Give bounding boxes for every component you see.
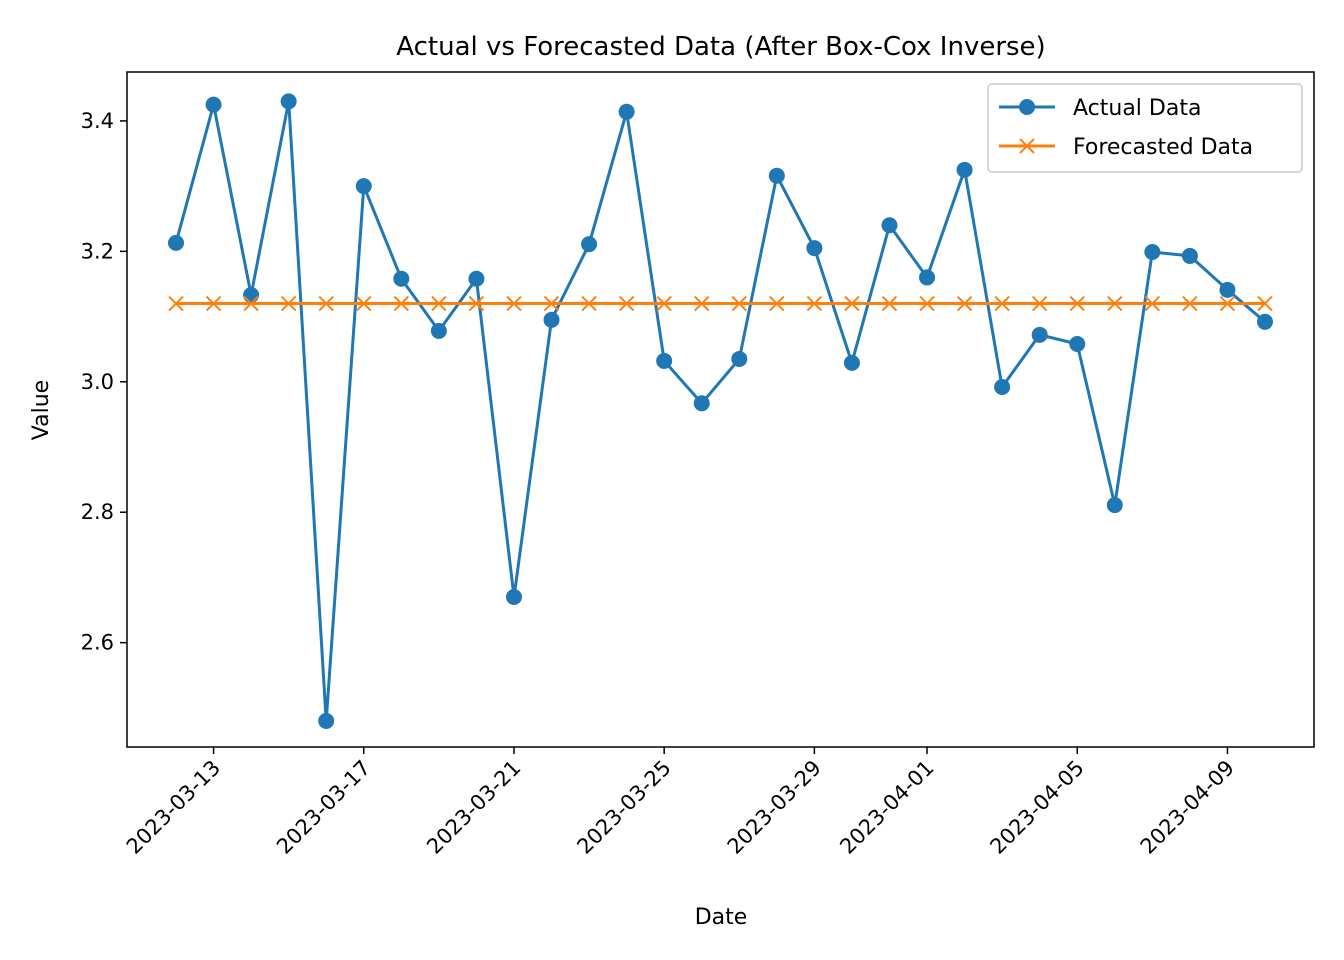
chart-title: Actual vs Forecasted Data (After Box-Cox… xyxy=(396,32,1045,62)
data-point xyxy=(1144,295,1161,312)
data-point xyxy=(543,295,560,312)
data-point xyxy=(280,93,297,110)
x-tick-label: 2023-04-01 xyxy=(835,756,938,859)
data-point xyxy=(919,269,936,286)
data-point xyxy=(806,295,823,312)
data-point xyxy=(881,217,898,234)
y-tick-label: 2.6 xyxy=(81,631,114,655)
data-point xyxy=(919,295,935,312)
data-point xyxy=(1069,295,1085,312)
plot-area xyxy=(126,71,1315,748)
data-point xyxy=(1031,326,1048,343)
legend-item: Actual Data xyxy=(999,96,1201,121)
data-point xyxy=(731,295,747,312)
data-point xyxy=(581,295,597,312)
legend-label: Forecasted Data xyxy=(1073,135,1253,160)
x-axis: 2023-03-13 2023-03-17 2023-03-21 2023-03-25… xyxy=(122,747,1239,859)
data-point xyxy=(994,295,1010,312)
data-point xyxy=(618,103,635,120)
x-axis-label: Date xyxy=(695,905,748,930)
data-point xyxy=(205,96,222,113)
data-point xyxy=(1182,295,1198,312)
data-point xyxy=(430,322,447,339)
data-point xyxy=(1256,313,1273,330)
data-point xyxy=(168,234,185,251)
data-point xyxy=(318,295,334,312)
data-point xyxy=(1257,295,1273,312)
y-tick-label: 2.8 xyxy=(81,500,114,524)
data-point xyxy=(393,295,410,312)
legend-item: Forecasted Data xyxy=(999,135,1253,160)
data-point xyxy=(506,295,522,312)
data-point xyxy=(1181,247,1198,264)
data-point xyxy=(168,295,184,312)
data-point xyxy=(693,395,710,412)
x-tick-label: 2023-03-21 xyxy=(422,756,525,859)
data-point xyxy=(881,295,898,312)
data-point xyxy=(355,178,372,195)
legend-label: Actual Data xyxy=(1073,96,1201,121)
data-point xyxy=(1219,295,1236,312)
data-point xyxy=(1107,295,1123,312)
data-point xyxy=(1031,295,1048,312)
legend-box xyxy=(987,83,1303,173)
series-0 xyxy=(168,93,1273,729)
data-point xyxy=(468,295,485,312)
y-axis-label: Value xyxy=(29,380,54,440)
data-point xyxy=(356,295,372,312)
data-point xyxy=(581,236,598,253)
data-point xyxy=(318,712,335,729)
x-tick-label: 2023-04-05 xyxy=(986,756,1089,859)
data-point xyxy=(243,287,260,304)
data-point xyxy=(1106,497,1123,514)
data-point xyxy=(994,379,1011,395)
data-point xyxy=(956,295,973,312)
y-tick-label: 3.2 xyxy=(81,239,114,263)
series-layer xyxy=(168,93,1273,729)
y-tick-label: 3.0 xyxy=(81,370,114,394)
data-point xyxy=(393,270,410,287)
data-point xyxy=(618,295,635,312)
data-point xyxy=(731,350,748,367)
y-axis: 2.6 2.8 3.0 3.2 3.4 xyxy=(81,109,127,655)
data-point xyxy=(694,295,710,312)
x-tick-label: 2023-03-13 xyxy=(122,756,225,859)
data-point xyxy=(543,311,560,328)
data-point xyxy=(656,352,673,369)
data-point xyxy=(769,295,785,312)
data-point xyxy=(431,295,447,312)
legend: Actual Data Forecasted Data xyxy=(987,83,1303,173)
series-1 xyxy=(168,295,1273,312)
data-point xyxy=(505,589,522,605)
legend-marker xyxy=(1019,99,1035,115)
data-point xyxy=(468,270,485,287)
data-point xyxy=(1219,281,1236,298)
data-point xyxy=(844,295,860,312)
data-point xyxy=(656,295,672,312)
x-tick-label: 2023-03-29 xyxy=(723,756,826,859)
legend-marker xyxy=(1019,138,1035,154)
data-point xyxy=(1069,335,1086,352)
y-tick-label: 3.4 xyxy=(81,109,114,133)
data-point xyxy=(768,167,785,184)
data-point xyxy=(843,354,860,371)
x-tick-label: 2023-04-09 xyxy=(1136,756,1239,859)
x-tick-label: 2023-03-17 xyxy=(272,756,375,859)
data-point xyxy=(243,295,259,312)
series-line xyxy=(174,99,1266,723)
data-point xyxy=(806,240,823,257)
data-point xyxy=(205,295,222,312)
x-tick-label: 2023-03-25 xyxy=(572,756,675,859)
data-point xyxy=(280,295,297,312)
data-point xyxy=(956,161,973,178)
data-point xyxy=(1144,244,1161,260)
